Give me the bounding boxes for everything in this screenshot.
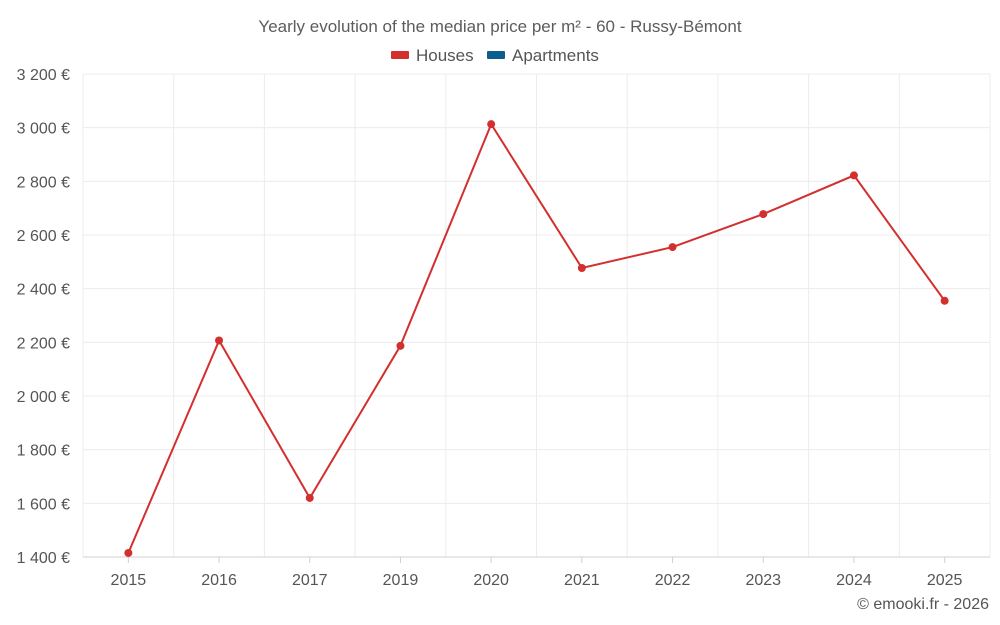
y-tick-label: 1 600 € xyxy=(17,496,70,513)
data-point-houses[interactable]: 2016: 2207 xyxy=(215,336,224,345)
x-tick-label: 2020 xyxy=(473,572,509,589)
y-tick-label: 1 400 € xyxy=(17,550,70,567)
data-point-houses[interactable]: 2024: 2822 xyxy=(849,171,858,180)
y-tick-label: 3 200 € xyxy=(17,67,70,84)
y-tick-label: 2 800 € xyxy=(17,174,70,191)
data-point-houses[interactable]: 2025: 2355 xyxy=(940,296,949,305)
legend-swatch-houses xyxy=(391,51,409,59)
x-tick-label: 2023 xyxy=(745,572,781,589)
x-tick-label: 2025 xyxy=(927,572,963,589)
y-tick-label: 3 000 € xyxy=(17,121,70,138)
x-tick-label: 2015 xyxy=(111,572,147,589)
x-axis: 2015 2016 2017 2019 2020 2021 2022 2023 2024 2025 xyxy=(83,556,990,589)
data-point-houses[interactable]: 2022: 2555 xyxy=(668,243,677,252)
data-point-houses[interactable]: 2020: 3013 xyxy=(487,120,496,129)
chart-title: Yearly evolution of the median price per… xyxy=(258,17,741,36)
data-point-houses[interactable]: 2015: 1415 xyxy=(124,548,133,557)
y-tick-label: 1 800 € xyxy=(17,443,70,460)
x-tick-label: 2019 xyxy=(383,572,419,589)
y-axis: 1 400 € 1 600 € 1 800 € 2 000 € 2 200 € 2 400… xyxy=(17,67,70,567)
legend-label-apartments: Apartments xyxy=(512,46,599,65)
data-point-houses[interactable]: 2021: 2477 xyxy=(577,264,586,273)
legend-item-houses[interactable]: Houses xyxy=(391,46,474,65)
legend: Houses Apartments xyxy=(391,46,599,65)
x-tick-label: 2017 xyxy=(292,572,328,589)
legend-label-houses: Houses xyxy=(416,46,474,65)
data-point-houses[interactable]: 2023: 2678 xyxy=(759,210,768,219)
y-tick-label: 2 400 € xyxy=(17,282,70,299)
legend-item-apartments[interactable]: Apartments xyxy=(487,46,599,65)
series-line-houses xyxy=(127,122,946,554)
grid xyxy=(82,73,991,557)
credit-text: © emooki.fr - 2026 xyxy=(857,596,989,613)
legend-swatch-apartments xyxy=(487,51,505,59)
data-point-houses[interactable]: 2019: 2187 xyxy=(396,341,405,350)
x-tick-label: 2016 xyxy=(201,572,237,589)
y-tick-label: 2 200 € xyxy=(17,335,70,352)
y-tick-label: 2 600 € xyxy=(17,228,70,245)
x-tick-label: 2024 xyxy=(836,572,872,589)
y-tick-label: 2 000 € xyxy=(17,389,70,406)
x-tick-label: 2022 xyxy=(655,572,691,589)
x-tick-label: 2021 xyxy=(564,572,600,589)
